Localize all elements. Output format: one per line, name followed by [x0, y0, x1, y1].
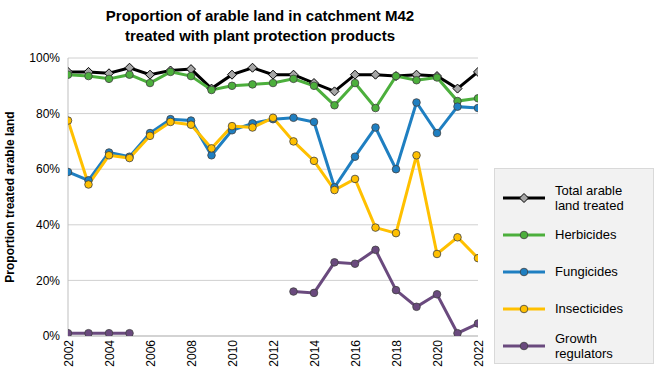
html-text:Proportion of arable land in c: Proportion of arable land in catchment M… — [105, 7, 415, 24]
html-text:Fungicides: Fungicides — [555, 264, 618, 279]
svg-text:Proportion treated arable land: Proportion treated arable land — [8, 111, 17, 282]
html-text:Growth regulators: Growth regulators — [555, 330, 613, 361]
svg-text:2022: 2022 — [472, 340, 486, 367]
svg-text:100%: 100% — [29, 51, 60, 65]
svg-text:60%: 60% — [36, 162, 60, 176]
svg-text:2006: 2006 — [144, 340, 158, 367]
svg-text:2012: 2012 — [267, 340, 281, 367]
svg-text:2002: 2002 — [62, 340, 76, 367]
svg-text:40%: 40% — [36, 218, 60, 232]
svg-text:2020: 2020 — [431, 340, 445, 367]
svg-text:2014: 2014 — [308, 340, 322, 367]
svg-text:20%: 20% — [36, 274, 60, 288]
html-text:Total arable land treated: Total arable land treated — [555, 182, 624, 213]
svg-text:2018: 2018 — [390, 340, 404, 367]
svg-text:2004: 2004 — [103, 340, 117, 367]
html-text:treated with plant protection: treated with plant protection products — [125, 27, 395, 44]
html-text:Herbicides: Herbicides — [555, 227, 617, 242]
svg-text:2016: 2016 — [349, 340, 363, 367]
svg-text:2010: 2010 — [226, 340, 240, 367]
svg-text:2008: 2008 — [185, 340, 199, 367]
svg-text:0%: 0% — [43, 329, 61, 343]
svg-text:80%: 80% — [36, 107, 60, 121]
html-text:Insecticides: Insecticides — [555, 301, 623, 316]
